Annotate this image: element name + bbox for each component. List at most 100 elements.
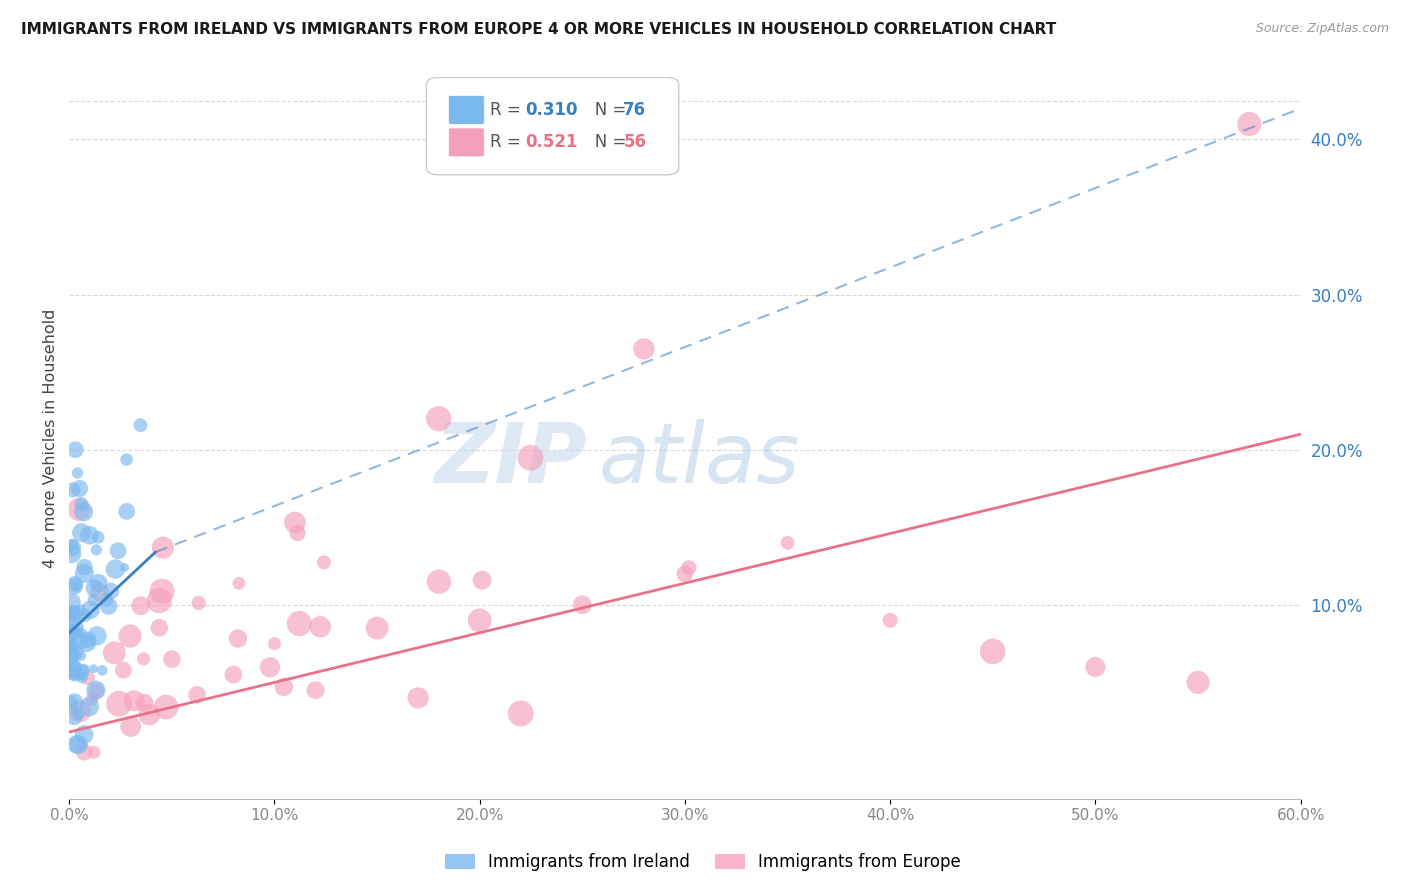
Point xyxy=(60,641,83,656)
Point xyxy=(1239,117,1261,131)
Point xyxy=(77,671,100,685)
Point xyxy=(284,516,307,530)
Point xyxy=(60,695,83,709)
Point xyxy=(70,648,93,663)
Point xyxy=(87,576,110,591)
Point xyxy=(60,647,83,661)
Text: ZIP: ZIP xyxy=(434,419,586,500)
Point xyxy=(468,613,491,627)
FancyBboxPatch shape xyxy=(426,78,679,175)
Point xyxy=(60,659,83,673)
Point xyxy=(60,595,83,609)
Point xyxy=(259,660,281,674)
Point xyxy=(148,593,170,607)
Point xyxy=(312,555,335,569)
Point xyxy=(63,627,86,641)
Point xyxy=(60,612,83,626)
Point xyxy=(62,605,84,619)
Point xyxy=(148,621,170,635)
Point xyxy=(73,566,96,581)
Text: R =: R = xyxy=(491,134,526,152)
Legend: Immigrants from Ireland, Immigrants from Europe: Immigrants from Ireland, Immigrants from… xyxy=(436,845,970,880)
Point xyxy=(673,566,696,581)
Point xyxy=(366,621,388,635)
Point xyxy=(406,690,429,705)
Point xyxy=(108,697,131,711)
Point xyxy=(69,704,91,718)
Point xyxy=(62,541,84,555)
Point xyxy=(73,662,96,676)
Point xyxy=(288,616,311,631)
Text: 0.521: 0.521 xyxy=(524,134,578,152)
Point xyxy=(287,526,309,541)
Point xyxy=(571,598,593,612)
Point xyxy=(509,706,531,721)
Point xyxy=(160,652,183,666)
Point xyxy=(1084,660,1107,674)
Point xyxy=(63,577,86,591)
Point xyxy=(60,640,83,654)
Point xyxy=(776,536,799,550)
Point xyxy=(60,609,83,624)
Text: R =: R = xyxy=(491,101,526,119)
Point xyxy=(132,652,155,666)
Point xyxy=(76,636,98,650)
Point xyxy=(104,562,127,576)
Point xyxy=(134,696,156,710)
Point xyxy=(60,634,83,648)
Point xyxy=(65,579,87,593)
Point xyxy=(112,663,135,677)
Point xyxy=(60,547,83,561)
Point xyxy=(83,662,105,676)
Point xyxy=(226,632,249,646)
Point xyxy=(79,699,101,714)
Point xyxy=(62,607,84,621)
Point xyxy=(70,626,93,640)
Point xyxy=(83,592,105,607)
Point xyxy=(62,538,84,552)
Point xyxy=(66,624,89,639)
Point xyxy=(471,573,494,587)
Point xyxy=(67,502,90,516)
Point xyxy=(115,452,138,467)
Point xyxy=(981,644,1004,658)
Text: 56: 56 xyxy=(623,134,647,152)
Text: IMMIGRANTS FROM IRELAND VS IMMIGRANTS FROM EUROPE 4 OR MORE VEHICLES IN HOUSEHOL: IMMIGRANTS FROM IRELAND VS IMMIGRANTS FR… xyxy=(21,22,1056,37)
Point xyxy=(62,483,84,497)
Point xyxy=(122,694,145,708)
Point xyxy=(103,646,125,660)
Point xyxy=(84,683,107,698)
Point xyxy=(60,630,83,644)
Point xyxy=(69,603,91,617)
Point xyxy=(72,505,94,519)
Point xyxy=(63,666,86,681)
Point xyxy=(79,528,101,542)
FancyBboxPatch shape xyxy=(449,95,484,124)
Point xyxy=(60,624,83,638)
Point xyxy=(273,680,295,694)
Point xyxy=(114,560,136,574)
Point xyxy=(87,530,110,544)
Point xyxy=(118,629,141,643)
Point xyxy=(84,683,107,698)
Point xyxy=(60,661,83,675)
Point xyxy=(86,629,108,643)
Point xyxy=(107,543,129,558)
Point xyxy=(187,596,209,610)
Point xyxy=(120,719,142,733)
Point xyxy=(309,620,332,634)
Point xyxy=(70,525,93,540)
Point xyxy=(155,700,177,714)
Point xyxy=(65,442,87,457)
Point xyxy=(77,632,100,647)
Point xyxy=(86,542,108,557)
Point xyxy=(97,599,120,613)
Text: 76: 76 xyxy=(623,101,647,119)
Point xyxy=(63,695,86,709)
Point xyxy=(222,667,245,681)
Point xyxy=(60,649,83,664)
Point xyxy=(83,745,105,759)
Point xyxy=(66,738,89,752)
Point xyxy=(63,579,86,593)
Text: N =: N = xyxy=(579,134,631,152)
